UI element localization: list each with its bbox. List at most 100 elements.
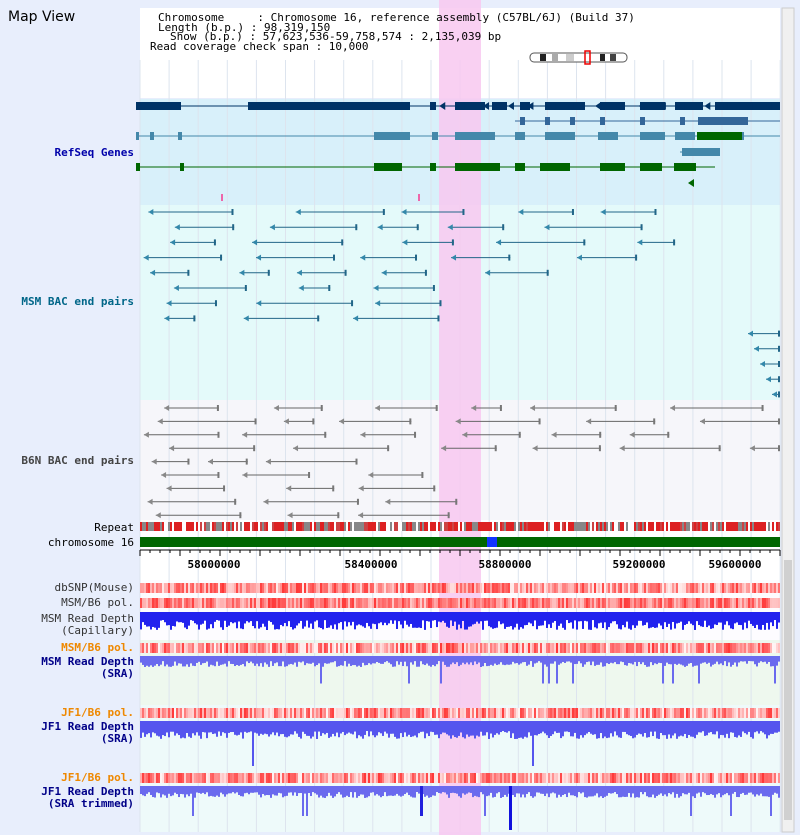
bac-end [546, 269, 549, 276]
msm-cap-depth-bar [624, 612, 626, 628]
msm-sra-depth-bar [724, 656, 726, 662]
msm-sra-depth-bar [250, 656, 252, 662]
jf1-pol2-cell [412, 773, 414, 783]
msm-sra-depth-bar [766, 656, 768, 664]
dbsnp-cell [624, 583, 626, 593]
msm-cap-depth-bar [504, 612, 506, 629]
jf1-trim-depth-bar [570, 786, 572, 796]
gene-row3-exon [136, 132, 139, 140]
repeat-mark [700, 522, 702, 531]
jf1-sra-depth-bar [332, 721, 334, 734]
repeat-mark [196, 522, 198, 531]
msm-sra-depth-bar [570, 656, 572, 663]
dbsnp-cell [436, 583, 438, 593]
msm-sra-depth-bar [544, 656, 546, 665]
jf1-trim-depth-bar [748, 786, 750, 793]
msm-cap-depth-bar [166, 612, 168, 626]
jf1-sra-depth-bar [712, 721, 714, 735]
msm-pol-cell [596, 598, 598, 608]
jf1-sra-depth-bar [272, 721, 274, 733]
msm-pol2-cell [608, 643, 610, 653]
jf1-sra-depth-bar [274, 721, 276, 736]
msm-cap-depth-bar [668, 612, 670, 624]
jf1-trim-depth-bar [328, 786, 330, 793]
jf1-pol-cell [684, 708, 686, 718]
msm-pol2-cell [332, 643, 334, 653]
msm-sra-depth-bar [590, 656, 592, 666]
msm-cap-depth-bar [572, 612, 574, 629]
jf1-sra-depth-bar [758, 721, 760, 734]
jf1-trim-depth-bar [462, 786, 464, 794]
jf1-trim-depth-bar [258, 786, 260, 795]
jf1-pol-cell [652, 708, 654, 718]
msm-pol2-cell [266, 643, 268, 653]
jf1-sra-depth-bar [490, 721, 492, 734]
repeat-mark [662, 522, 664, 531]
msm-pol-cell [404, 598, 406, 608]
msm-cap-depth-bar [456, 612, 458, 630]
jf1-trim-depth-bar [284, 786, 286, 797]
repeat-mark [360, 522, 362, 531]
repeat-mark [334, 522, 336, 531]
dbsnp-cell [148, 583, 150, 593]
jf1-pol2-cell [650, 773, 652, 783]
repeat-mark [240, 522, 242, 531]
bac-end [381, 269, 387, 276]
jf1-trim-depth-bar [676, 786, 678, 794]
msm-pol-cell [634, 598, 636, 608]
msm-pol2-cell [324, 643, 326, 653]
dbsnp-cell [220, 583, 222, 593]
jf1-sra-depth-bar [584, 721, 586, 736]
msm-pol-cell [390, 598, 392, 608]
msm-sra-depth-bar [774, 656, 776, 684]
msm-pol-cell [474, 598, 476, 608]
jf1-sra-depth-bar [552, 721, 554, 735]
msm-sra-depth-bar [350, 656, 352, 666]
jf1-sra-depth-bar [688, 721, 690, 735]
msm-pol2-cell [154, 643, 156, 653]
msm-cap-depth-bar [470, 612, 472, 627]
msm-pol2-cell [220, 643, 222, 653]
bac-end [355, 224, 358, 231]
gene-row5-exon [455, 163, 500, 171]
jf1-sra-depth-bar [382, 721, 384, 736]
jf1-sra-depth-bar [618, 721, 620, 738]
jf1-pol-cell [538, 708, 540, 718]
scrollbar-thumb[interactable] [784, 560, 792, 820]
repeat-mark [290, 522, 292, 531]
msm-sra-depth-bar [472, 656, 474, 666]
jf1-pol2-cell [760, 773, 762, 783]
jf1-sra-depth-bar [338, 721, 340, 738]
dbsnp-cell [556, 583, 558, 593]
jf1-pol-cell [356, 708, 358, 718]
msm-pol-cell [456, 598, 458, 608]
msm-pol-cell [528, 598, 530, 608]
msm-pol2-cell [714, 643, 716, 653]
jf1-pol-cell [746, 708, 748, 718]
bac-end [437, 315, 440, 322]
msm-sra-depth-bar [602, 656, 604, 667]
jf1-sra-depth-bar [356, 721, 358, 739]
jf1-pol2-cell [588, 773, 590, 783]
dbsnp-cell [720, 583, 722, 593]
dbsnp-cell [162, 583, 164, 593]
gene-arrow [765, 102, 772, 110]
msm-pol2-cell [388, 643, 390, 653]
jf1-pol2-cell [712, 773, 714, 783]
jf1-pol-cell [216, 708, 218, 718]
jf1-pol-cell [570, 708, 572, 718]
jf1-pol2-cell [770, 773, 772, 783]
jf1-pol-cell [228, 708, 230, 718]
jf1-pol2-cell [742, 773, 744, 783]
bac-end [317, 315, 320, 322]
jf1-sra-depth-bar [690, 721, 692, 737]
dbsnp-cell [668, 583, 670, 593]
gene-row2-exon [698, 117, 748, 125]
gene-arrow [527, 102, 534, 110]
jf1-sra-depth-bar [330, 721, 332, 737]
b6n-end [283, 418, 289, 425]
msm-cap-depth-bar [512, 612, 514, 630]
b6n-end [166, 485, 172, 492]
repeat-mark [720, 522, 722, 531]
